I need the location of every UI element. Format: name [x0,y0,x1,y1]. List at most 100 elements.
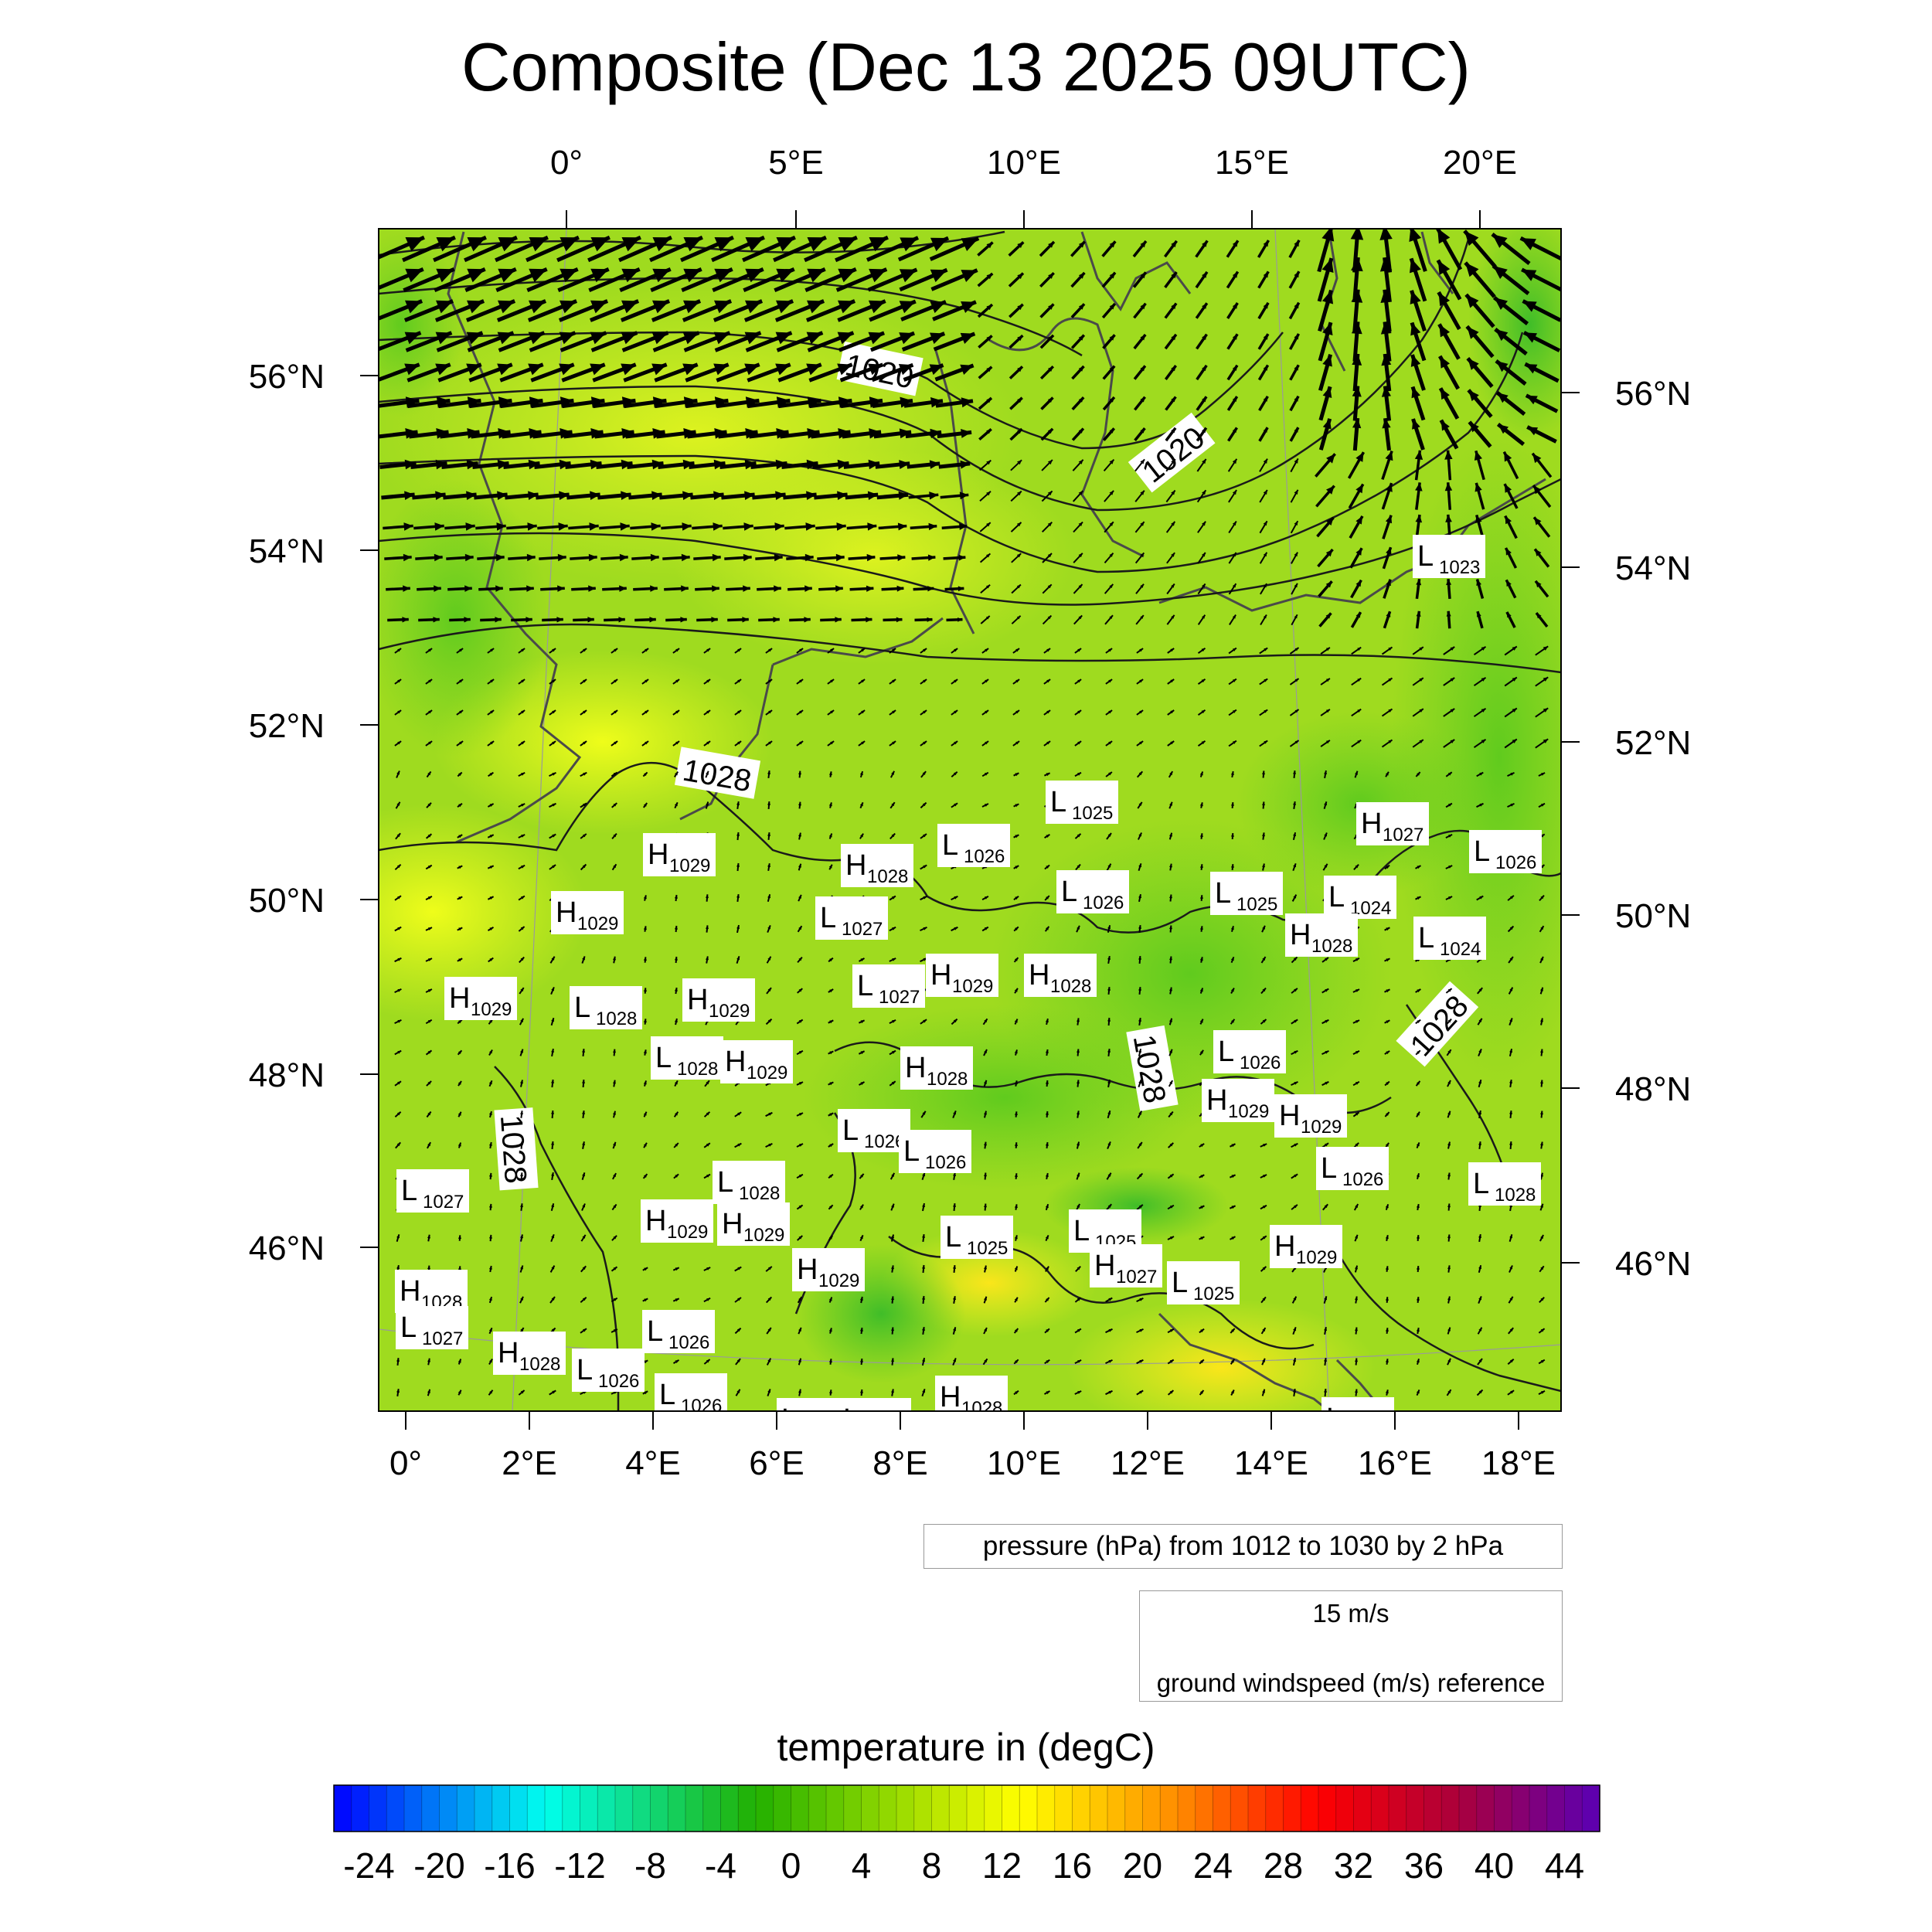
wind-vector-head [745,268,764,283]
wind-vector-head [1351,321,1362,335]
wind-vector-head [405,428,418,439]
wind-vector-head [799,710,804,714]
wind-vector-head [1016,553,1022,558]
wind-vector-head [1171,490,1175,495]
wind-vector-head [403,522,413,531]
wind-vector-head [1527,427,1539,436]
wind-vector-head [1324,1327,1328,1331]
wind-vector-head [1355,1204,1359,1208]
wind-vector-head [1264,740,1268,744]
wind-vector-head [675,741,680,745]
wind-vector-head [1109,553,1114,557]
colorbar-box [1353,1785,1372,1832]
wind-vector-head [490,741,495,745]
wind-vector-head [736,863,740,867]
high-pressure-center: H 1028 [493,1332,566,1375]
wind-vector-head [767,956,771,961]
colorbar-box [1265,1785,1284,1832]
axis-ticks: 0° 5°E 10°E 15°E 20°E0° 2°E 4°E 6°E 8°E 10°E 12°E 1… [249,144,1692,1482]
wind-vector-head [521,804,526,807]
wind-vector-head [1478,1141,1482,1145]
wind-vector-head [1171,553,1175,557]
wind-vector-head [613,1141,616,1146]
wind-vector-head [645,710,649,714]
wind-vector-head [396,1358,400,1362]
wind-vector-head [806,459,818,470]
svg-text:1027: 1027 [842,919,883,940]
wind-vector-head [489,1049,492,1054]
svg-text:L: L [781,1403,798,1436]
wind-vector-head [582,1141,586,1146]
wind-vector-head [1440,388,1450,400]
wind-vector-head [1294,240,1300,247]
wind-vector-head [521,772,526,776]
wind-vector-head [1202,490,1206,495]
wind-vector-head [806,363,821,376]
wind-vector-head [861,710,866,714]
wind-vector-head [859,1328,863,1332]
wind-vector-head [1169,863,1172,868]
wind-vector-head [984,1359,988,1363]
wind-vector-head [457,1266,461,1270]
wind-vector-head [1540,1049,1543,1053]
wind-vector-head [930,301,946,314]
wind-vector-head [1231,1019,1235,1023]
wind-vector-head [1478,1111,1482,1114]
low-pressure-center: L 1028 [713,1161,785,1204]
wind-vector-head [985,679,989,683]
wind-vector-head [520,1265,523,1270]
right-lat-tick-label: 50°N [1615,897,1691,935]
right-lat-tick-label: 46°N [1615,1245,1691,1283]
colorbar-box [1248,1785,1267,1832]
wind-vector-head [954,679,958,683]
wind-vector-head [1077,1049,1080,1053]
wind-vector-head [458,927,463,931]
wind-vector-head [984,1172,987,1177]
wind-vector-head [526,585,534,592]
wind-vector-head [1416,1389,1420,1394]
wind-vector-head [1325,957,1328,961]
wind-vector-head [1321,229,1335,242]
wind-vector-head [1140,303,1146,310]
wind-vector-head [736,770,740,774]
wind-vector-head [837,459,849,470]
wind-vector-head [397,1050,402,1054]
svg-text:H: H [1279,1100,1300,1132]
wind-vector-head [1263,302,1269,309]
wind-vector-head [1447,1296,1451,1301]
wind-vector-head [1109,335,1115,341]
wind-vector-head [986,584,991,589]
wind-vector-head [520,988,524,992]
wind-vector-head [1385,1204,1389,1209]
wind-vector-head [436,268,454,283]
bottom-lon-tick-label: 8°E [872,1444,927,1482]
wind-vector-head [1263,583,1267,588]
wind-vector-head [1014,988,1018,992]
wind-vector-head [1017,429,1022,434]
wind-vector-head [1445,514,1452,522]
wind-vector-head [1047,553,1052,558]
wind-vector-head [552,865,556,869]
wind-vector-head [706,801,709,806]
wind-vector-head [1380,321,1392,335]
svg-text:H: H [722,1208,743,1240]
wind-vector-head [961,238,979,251]
colorbar-box [931,1785,950,1832]
wind-vector-head [1139,679,1144,683]
wind-vector-head [490,679,495,683]
svg-text:L: L [659,1379,675,1411]
wind-vector-head [459,679,464,683]
low-pressure-center: L 1024 [1324,876,1396,919]
wind-vector-head [891,1265,894,1270]
svg-text:L: L [1050,786,1066,818]
wind-vector-head [1535,549,1542,556]
wind-vector-head [1015,679,1020,683]
wind-vector-head [1045,1235,1049,1240]
wind-vector-head [1140,428,1145,434]
wind-vector-head [613,803,617,807]
wind-vector-head [467,237,486,252]
wind-vector-head [798,1205,803,1209]
wind-vector-head [1169,894,1172,899]
wind-vector-head [1232,521,1236,526]
wind-vector-head [828,1328,832,1332]
